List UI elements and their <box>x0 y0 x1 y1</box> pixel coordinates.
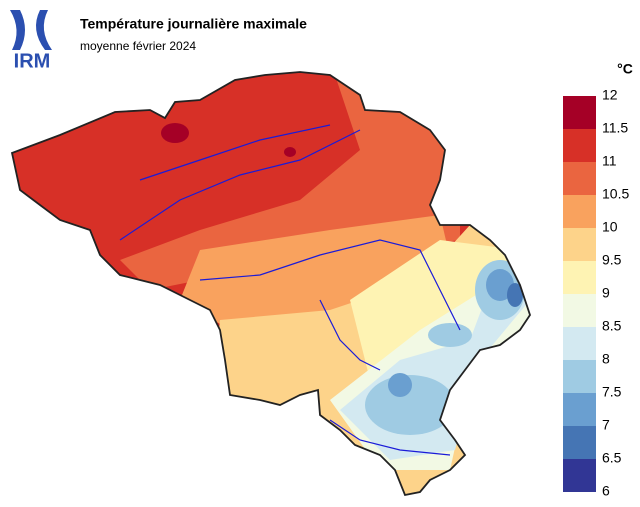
colorbar-tick-label: 10 <box>602 219 618 235</box>
colorbar-tick-label: 9 <box>602 285 610 301</box>
temperature-zone <box>365 375 455 435</box>
colorbar-tick-label: 8.5 <box>602 318 622 334</box>
temperature-zone <box>507 283 523 307</box>
unit-label: °C <box>617 61 633 77</box>
colorbar: 6 6.5 7 7.5 8 8.5 9 9.5 10 10.5 11 11.5 12 <box>563 87 629 499</box>
colorbar-band <box>563 360 596 393</box>
colorbar-band <box>563 162 596 195</box>
colorbar-band <box>563 294 596 327</box>
colorbar-band <box>563 459 596 492</box>
map-fill <box>12 72 530 495</box>
colorbar-tick-label: 8 <box>602 351 610 367</box>
colorbar-band <box>563 96 596 129</box>
colorbar-band <box>563 195 596 228</box>
logo-text: IRM <box>14 50 51 72</box>
chart-title: Température journalière maximale <box>80 16 307 32</box>
logo: IRM <box>10 10 52 72</box>
colorbar-tick-label: 12 <box>602 87 618 103</box>
colorbar-tick-label: 7 <box>602 417 610 433</box>
colorbar-band <box>563 228 596 261</box>
colorbar-tick-label: 11 <box>602 153 617 169</box>
colorbar-band <box>563 327 596 360</box>
colorbar-tick-label: 9.5 <box>602 252 622 268</box>
colorbar-tick-label: 7.5 <box>602 384 622 400</box>
chart-subtitle: moyenne février 2024 <box>80 39 196 53</box>
colorbar-band <box>563 393 596 426</box>
temperature-zone <box>161 123 189 143</box>
colorbar-tick-label: 10.5 <box>602 186 629 202</box>
colorbar-tick-label: 11.5 <box>602 120 628 136</box>
temperature-zone <box>388 373 412 397</box>
colorbar-band <box>563 129 596 162</box>
colorbar-band <box>563 261 596 294</box>
temperature-zone <box>486 269 514 301</box>
colorbar-band <box>563 426 596 459</box>
colorbar-tick-label: 6.5 <box>602 450 622 466</box>
temperature-zone <box>428 323 472 347</box>
colorbar-tick-label: 6 <box>602 483 610 499</box>
temperature-zone <box>284 147 296 157</box>
